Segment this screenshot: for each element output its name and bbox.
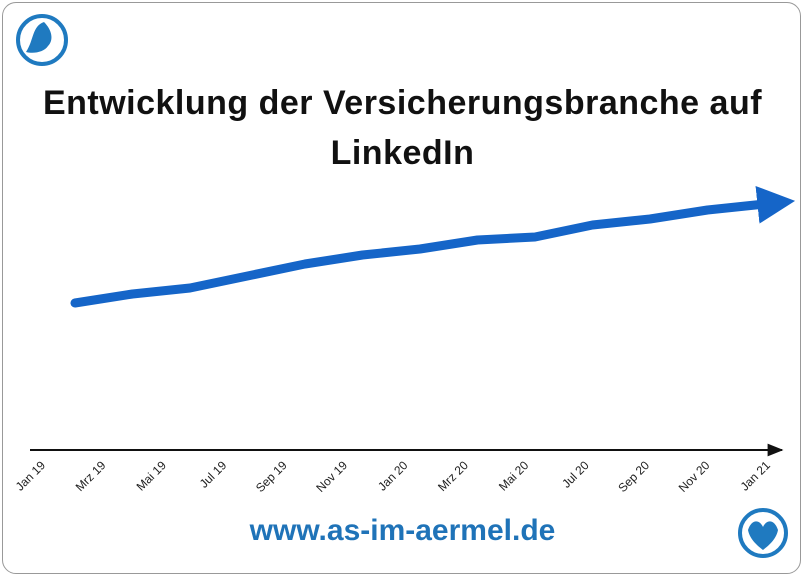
x-tick-label: Sep 19 [253, 458, 290, 495]
x-tick-label: Mai 20 [496, 458, 532, 494]
logo [738, 508, 788, 558]
logo [16, 14, 68, 66]
x-tick-label: Mrz 20 [435, 458, 471, 494]
x-tick-label: Jul 20 [559, 458, 592, 491]
chart-title: Entwicklung der Versicherungsbranche auf… [42, 84, 763, 172]
x-tick-label: Nov 20 [676, 458, 713, 495]
x-tick-label: Jan 19 [13, 458, 49, 494]
footer-url: www.as-im-aermel.de [249, 514, 556, 547]
x-tick-label: Jan 21 [738, 458, 774, 494]
x-tick-label: Mai 19 [134, 458, 170, 494]
x-tick-label: Sep 20 [615, 458, 652, 495]
x-tick-label: Nov 19 [313, 458, 350, 495]
x-tick-label: Jul 19 [197, 458, 230, 491]
line-series [70, 185, 796, 308]
x-tick-label: Mrz 19 [73, 458, 109, 494]
x-tick-label: Jan 20 [375, 458, 411, 494]
